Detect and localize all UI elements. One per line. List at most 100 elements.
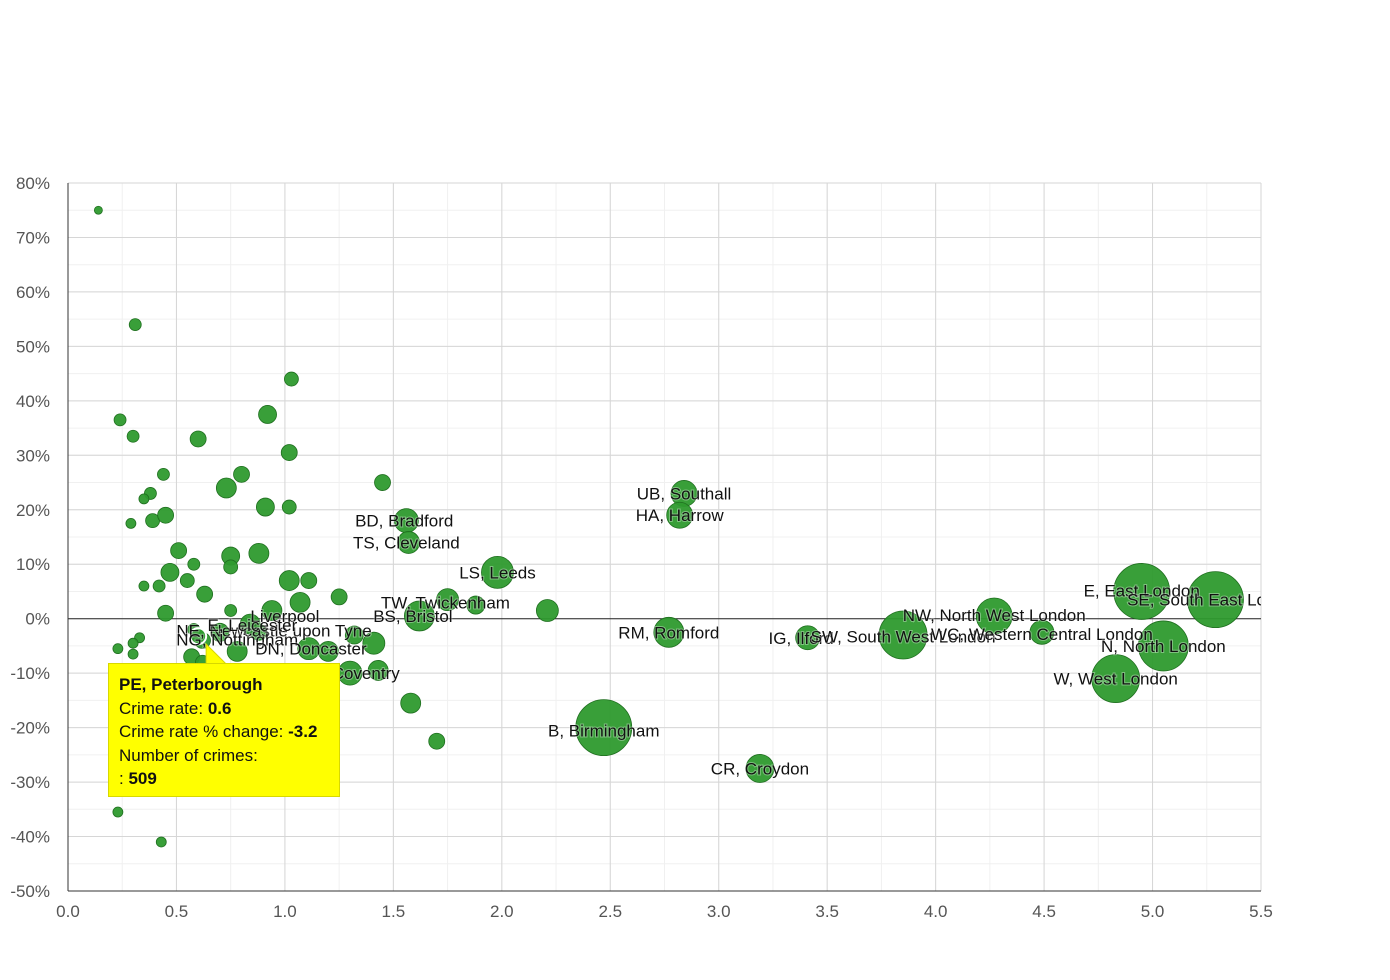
bubble[interactable] <box>258 405 277 424</box>
bubble[interactable] <box>397 531 420 554</box>
bubble[interactable] <box>160 563 180 582</box>
bubble[interactable] <box>224 604 238 617</box>
bubble[interactable] <box>112 643 124 655</box>
bubble[interactable] <box>795 625 821 651</box>
x-tick-label: 3.5 <box>815 902 839 921</box>
bubble[interactable] <box>127 637 139 649</box>
bubble[interactable] <box>93 205 103 215</box>
bubble[interactable] <box>226 640 248 662</box>
bubble[interactable] <box>289 591 311 613</box>
bubble[interactable] <box>278 570 300 591</box>
bubble[interactable] <box>466 595 486 615</box>
bubble[interactable] <box>1091 654 1141 703</box>
bubble[interactable] <box>1137 620 1189 672</box>
tooltip-rate-label: Crime rate: <box>119 698 204 718</box>
bubble[interactable] <box>248 542 270 564</box>
bubble-series <box>93 205 1244 848</box>
y-tick-label: -40% <box>10 828 50 847</box>
tooltip-change-value: -3.2 <box>288 722 318 741</box>
x-axis-ticks: 0.0 0.5 1.0 1.5 2.0 2.5 3.0 3.5 4.0 4.5 5.0 5.5 <box>56 902 1273 921</box>
bubble[interactable] <box>284 371 299 387</box>
bubble[interactable] <box>400 692 422 714</box>
bubble[interactable] <box>344 625 364 645</box>
bubble[interactable] <box>233 465 250 483</box>
bubble[interactable] <box>403 600 435 632</box>
bubble[interactable] <box>653 616 685 648</box>
bubble[interactable] <box>374 474 391 491</box>
bubble[interactable] <box>255 497 275 517</box>
bubble-label: E, Leicester <box>207 616 297 635</box>
bubble[interactable] <box>138 580 150 592</box>
tooltip-title: PE, Peterborough <box>119 675 263 694</box>
y-tick-label: 10% <box>16 555 50 574</box>
bubble-label: UB, Southall <box>637 484 732 503</box>
axes <box>67 183 1261 892</box>
bubble[interactable] <box>362 631 386 655</box>
bubble[interactable] <box>535 599 559 622</box>
y-tick-label: 80% <box>16 174 50 193</box>
bubble[interactable] <box>138 493 150 505</box>
bubble[interactable] <box>481 556 514 589</box>
bubble-label: RM, Romford <box>618 623 719 642</box>
bubble[interactable] <box>128 318 142 332</box>
bubble[interactable] <box>157 604 175 622</box>
bubble[interactable] <box>223 559 239 575</box>
bubble[interactable] <box>112 806 124 818</box>
bubble[interactable] <box>127 648 139 660</box>
bubble[interactable] <box>170 542 188 560</box>
bubble[interactable] <box>187 557 201 571</box>
tooltip-count-prefix: : <box>119 769 124 788</box>
bubble[interactable] <box>215 477 237 499</box>
bubble-labels: UB, Southall HA, Harrow BD, Bradford TS, Cl… <box>175 483 1261 779</box>
x-tick-label: 5.5 <box>1249 902 1273 921</box>
bubble[interactable] <box>152 579 166 593</box>
bubble-label: N, North London <box>1101 637 1226 656</box>
bubble[interactable] <box>745 754 775 783</box>
bubble[interactable] <box>878 610 928 660</box>
bubble[interactable] <box>317 640 339 662</box>
y-tick-label: 30% <box>16 446 50 465</box>
bubble[interactable] <box>196 585 214 603</box>
bubble-label: NE, Newcastle upon Tyne <box>176 622 371 641</box>
bubble[interactable] <box>281 499 297 515</box>
bubble[interactable] <box>155 836 167 848</box>
bubble[interactable] <box>210 622 230 642</box>
tooltip-count-label: Number of crimes: <box>119 745 258 765</box>
tooltip-change-label: Crime rate % change: <box>119 722 284 741</box>
highlighted-bubble[interactable] <box>189 627 208 646</box>
bubble[interactable] <box>157 506 175 524</box>
bubble-label: B, Birmingham <box>548 721 659 740</box>
bubble[interactable] <box>261 600 283 621</box>
bubble[interactable] <box>1113 563 1171 620</box>
bubble[interactable] <box>428 732 446 750</box>
bubble[interactable] <box>1029 619 1055 645</box>
bubble[interactable] <box>179 573 195 588</box>
bubble[interactable] <box>125 517 137 529</box>
bubble[interactable] <box>575 699 633 757</box>
bubble-label: DN, Doncaster <box>255 640 367 659</box>
bubble[interactable] <box>189 430 207 448</box>
bubble[interactable] <box>367 660 389 681</box>
bubble-label: TS, Cleveland <box>353 533 460 552</box>
y-tick-label: -20% <box>10 719 50 738</box>
y-tick-label: 60% <box>16 283 50 302</box>
bubble[interactable] <box>300 572 318 589</box>
x-tick-label: 2.0 <box>490 902 514 921</box>
y-tick-label: -30% <box>10 773 50 792</box>
bubble[interactable] <box>666 501 694 529</box>
bubble[interactable] <box>436 588 459 612</box>
x-tick-label: 4.0 <box>924 902 948 921</box>
bubble-label: Liverpool <box>250 607 319 626</box>
bubble[interactable] <box>157 467 170 481</box>
tooltip-count-value: 509 <box>128 769 157 788</box>
bubble[interactable] <box>113 413 127 427</box>
bubble[interactable] <box>330 588 348 606</box>
bubble[interactable] <box>250 623 268 641</box>
bubble[interactable] <box>280 444 298 461</box>
bubble[interactable] <box>975 597 1013 635</box>
bubble[interactable] <box>126 429 140 443</box>
bubble[interactable] <box>1187 571 1244 629</box>
x-tick-label: 1.0 <box>273 902 297 921</box>
bubble-label: HA, Harrow <box>636 506 725 525</box>
